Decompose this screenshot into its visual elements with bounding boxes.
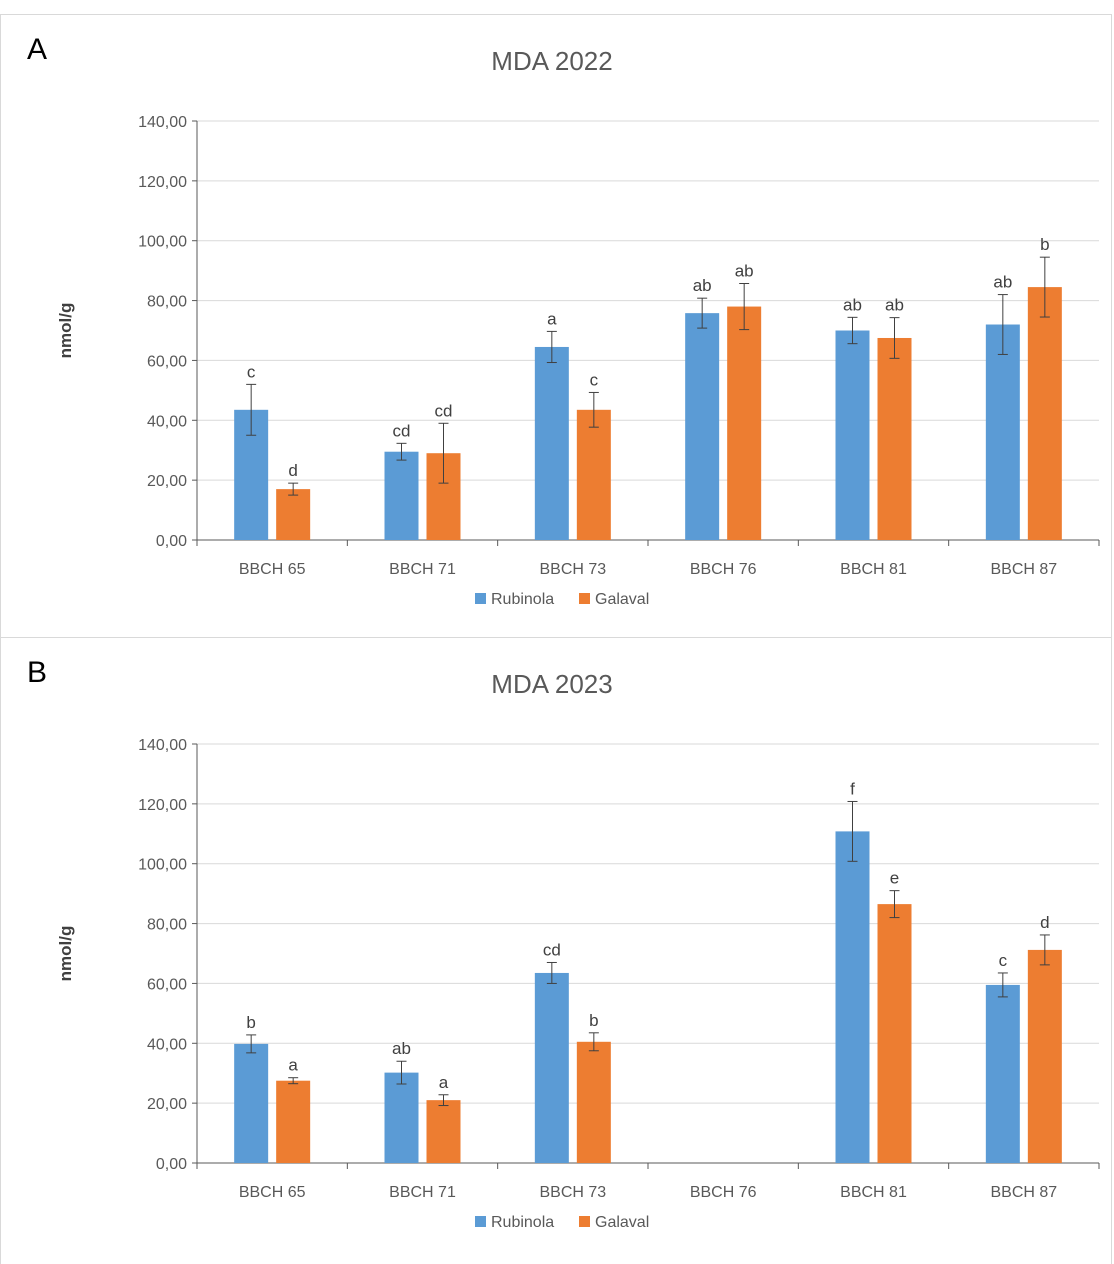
significance-label: c [999,951,1008,970]
legend-label-rubinola: Rubinola [491,591,554,608]
bar-rubinola [534,972,569,1163]
significance-label: b [246,1013,255,1032]
chart-b-svg: MDA 2023 nmol/g 0,00 20,00 40,00 60,00 80,00 10… [56,669,1100,1231]
x-tick-label: BBCH 73 [539,561,606,578]
x-tick-label: BBCH 71 [389,561,456,578]
y-tick-label: 100,00 [138,857,187,874]
y-tick-label: 120,00 [138,174,187,191]
legend-swatch-rubinola [475,593,486,604]
bar-galaval [727,306,762,540]
significance-label: f [850,779,855,798]
significance-label: cd [543,940,561,959]
bar-rubinola [384,1072,419,1163]
significance-label: c [247,362,256,381]
significance-label: a [547,309,557,328]
y-tick-label: 100,00 [138,234,187,251]
y-tick-label: 80,00 [147,294,187,311]
y-axis-label: nmol/g [56,926,75,982]
chart-a-svg: MDA 2022 nmol/g 0,00 20,00 40,00 60,00 80,00 10… [56,46,1100,608]
x-tick-label: BBCH 73 [539,1184,606,1201]
y-tick-label: 0,00 [156,1156,187,1173]
x-tick-label: BBCH 65 [239,561,306,578]
y-tick-label: 60,00 [147,353,187,370]
bar-galaval [576,1041,611,1163]
bar-rubinola [835,831,870,1163]
y-tick-label: 40,00 [147,1036,187,1053]
legend-label-galaval: Galaval [595,591,649,608]
y-tick-label: 120,00 [138,797,187,814]
y-tick-label: 20,00 [147,1096,187,1113]
bar-rubinola [835,330,870,540]
y-tick-label: 40,00 [147,413,187,430]
bar-rubinola [985,324,1020,540]
legend-label-galaval: Galaval [595,1214,649,1231]
significance-label: ab [693,276,712,295]
significance-label: b [1040,235,1049,254]
significance-label: a [288,1056,298,1075]
bar-galaval [576,409,611,540]
legend-swatch-galaval [579,1216,590,1227]
bar-galaval [1027,287,1062,540]
bar-rubinola [384,451,419,540]
bar-galaval [276,489,311,540]
chart-title: MDA 2022 [491,46,612,76]
significance-label: d [288,461,297,480]
bar-galaval [276,1080,311,1163]
chart-panel-b: B MDA 2023 nmol/g 0,00 20,00 40,00 60,00 80,00… [0,637,1112,1264]
x-tick-label: BBCH 76 [690,561,757,578]
panel-label-a: A [27,33,48,66]
significance-label: ab [993,273,1012,292]
bar-galaval [426,1100,461,1163]
legend-label-rubinola: Rubinola [491,1214,554,1231]
x-tick-label: BBCH 76 [690,1184,757,1201]
y-axis-label: nmol/g [56,303,75,359]
significance-label: a [439,1073,449,1092]
legend-swatch-rubinola [475,1216,486,1227]
bar-rubinola [685,313,720,540]
y-tick-label: 0,00 [156,533,187,550]
legend-swatch-galaval [579,593,590,604]
chart-panel-a: A MDA 2022 nmol/g 0,00 20,00 40,00 60,00 80,00… [0,14,1112,638]
x-tick-label: BBCH 87 [990,1184,1057,1201]
y-tick-label: 20,00 [147,473,187,490]
x-tick-label: BBCH 81 [840,1184,907,1201]
significance-label: cd [435,401,453,420]
significance-label: ab [735,262,754,281]
y-tick-label: 140,00 [138,737,187,754]
significance-label: d [1040,913,1049,932]
x-tick-label: BBCH 65 [239,1184,306,1201]
significance-label: c [590,370,599,389]
significance-label: b [589,1011,598,1030]
bar-galaval [1027,949,1062,1163]
significance-label: ab [392,1039,411,1058]
y-tick-label: 60,00 [147,976,187,993]
significance-label: cd [393,421,411,440]
y-tick-label: 80,00 [147,917,187,934]
chart-title: MDA 2023 [491,669,612,699]
significance-label: ab [843,295,862,314]
bar-galaval [877,337,912,540]
significance-label: ab [885,296,904,315]
x-tick-label: BBCH 87 [990,561,1057,578]
significance-label: e [890,869,899,888]
bar-rubinola [985,984,1020,1163]
y-tick-label: 140,00 [138,114,187,131]
x-tick-label: BBCH 81 [840,561,907,578]
bar-rubinola [534,346,569,540]
bar-galaval [877,904,912,1163]
bar-rubinola [234,1043,269,1163]
x-tick-label: BBCH 71 [389,1184,456,1201]
panel-label-b: B [27,656,48,689]
